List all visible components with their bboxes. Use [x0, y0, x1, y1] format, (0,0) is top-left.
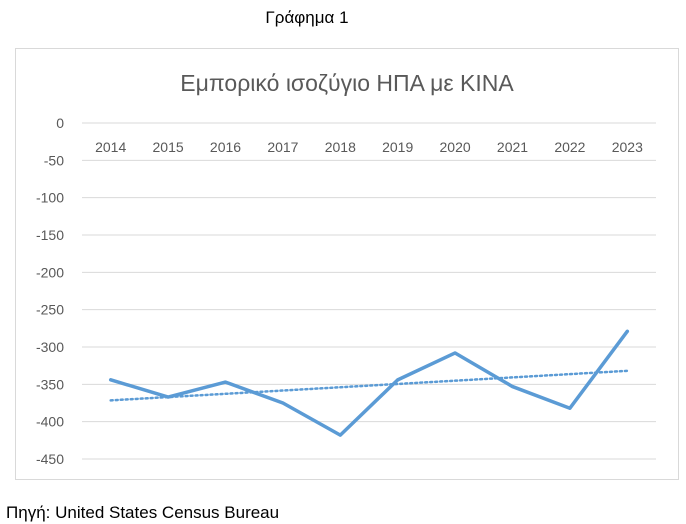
- y-tick-label: -200: [36, 264, 64, 280]
- x-tick-label: 2019: [382, 139, 413, 155]
- data-point: [396, 378, 400, 382]
- data-point: [281, 401, 285, 405]
- series-line: [108, 329, 630, 437]
- data-point: [453, 351, 457, 355]
- y-axis-ticks: 0 -50 -100 -150 -200 -250 -300 -350 -400 -450: [36, 115, 64, 467]
- data-point: [625, 329, 629, 333]
- x-tick-label: 2020: [440, 139, 471, 155]
- figure-caption: Γράφημα 1: [265, 8, 349, 27]
- x-tick-label: 2022: [554, 139, 585, 155]
- source-note: Πηγή: United States Census Bureau: [6, 503, 280, 522]
- data-point: [568, 406, 572, 410]
- trendline-path: [109, 369, 629, 402]
- y-tick-label: -450: [36, 451, 64, 467]
- y-tick-label: -150: [36, 227, 64, 243]
- line-chart: Εμπορικό ισοζύγιο ΗΠΑ με ΚΙΝΑ 0 -50 -100 -1…: [36, 70, 656, 467]
- series: [108, 329, 630, 437]
- data-point: [224, 380, 227, 384]
- y-tick-label: -400: [36, 414, 64, 430]
- trendline: [109, 369, 629, 402]
- x-tick-label: 2014: [95, 139, 126, 155]
- data-point: [338, 433, 342, 437]
- gridlines: [82, 122, 656, 460]
- data-point: [511, 385, 514, 389]
- x-tick-label: 2023: [612, 139, 643, 155]
- data-point: [109, 378, 113, 382]
- x-tick-label: 2017: [267, 139, 298, 155]
- y-tick-label: 0: [56, 115, 64, 131]
- data-point: [166, 395, 170, 399]
- x-axis-ticks: 2014 2015 2016 2017 2018 2019 2020 2021 2022 2023: [95, 139, 643, 155]
- x-tick-label: 2018: [325, 139, 356, 155]
- x-tick-label: 2021: [497, 139, 528, 155]
- y-tick-label: -100: [36, 190, 64, 206]
- y-tick-label: -250: [36, 302, 64, 318]
- chart-title: Εμπορικό ισοζύγιο ΗΠΑ με ΚΙΝΑ: [180, 70, 514, 96]
- x-tick-label: 2016: [210, 139, 241, 155]
- y-tick-label: -50: [44, 152, 64, 168]
- y-tick-label: -300: [36, 339, 64, 355]
- chart-frame: Εμπορικό ισοζύγιο ΗΠΑ με ΚΙΝΑ 0 -50 -100 -1…: [15, 48, 679, 480]
- x-tick-label: 2015: [153, 139, 184, 155]
- y-tick-label: -350: [36, 376, 64, 392]
